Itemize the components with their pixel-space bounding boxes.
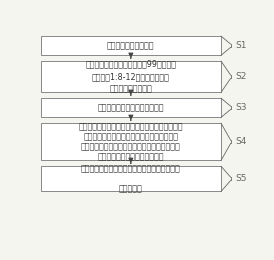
Text: 将熔炼后的坯料制成铝箔初成品: 将熔炼后的坯料制成铝箔初成品 xyxy=(98,103,164,112)
Text: 将等离子清洗后的铝箔初成品进行分切成卷，得: 将等离子清洗后的铝箔初成品进行分切成卷，得 xyxy=(81,164,181,173)
Bar xyxy=(41,123,221,160)
Text: S3: S3 xyxy=(235,103,246,112)
Text: 制备稀土铝中间合金锭: 制备稀土铝中间合金锭 xyxy=(107,41,155,50)
Bar xyxy=(41,166,221,191)
Text: S1: S1 xyxy=(235,41,246,50)
Text: 将稀土铝中间合金锭与纯度＞99％的铝锭: 将稀土铝中间合金锭与纯度＞99％的铝锭 xyxy=(85,60,176,69)
Text: 到铝箔成品: 到铝箔成品 xyxy=(119,184,143,193)
Text: 所述等离子发生器至少设置两个，且分别设于: 所述等离子发生器至少设置两个，且分别设于 xyxy=(83,132,178,141)
Text: 按重量比1:8-12加入熔炼炉中，: 按重量比1:8-12加入熔炼炉中， xyxy=(92,72,170,81)
Text: 进行熔炼，得到坯料: 进行熔炼，得到坯料 xyxy=(110,85,152,94)
Text: 将铝箔初成品通过等离子发生器进行等离子清洗，: 将铝箔初成品通过等离子发生器进行等离子清洗， xyxy=(79,122,183,132)
Text: S2: S2 xyxy=(235,72,246,81)
Bar xyxy=(41,36,221,55)
Text: S4: S4 xyxy=(235,137,246,146)
Text: S5: S5 xyxy=(235,174,246,183)
Bar xyxy=(41,61,221,92)
Text: 铝箔初成品的正面和反面，所述等离子发生器内: 铝箔初成品的正面和反面，所述等离子发生器内 xyxy=(81,142,181,151)
Text: 通入空气、氢气、纯氧气或臭氧: 通入空气、氢气、纯氧气或臭氧 xyxy=(98,152,164,161)
Bar xyxy=(41,98,221,117)
